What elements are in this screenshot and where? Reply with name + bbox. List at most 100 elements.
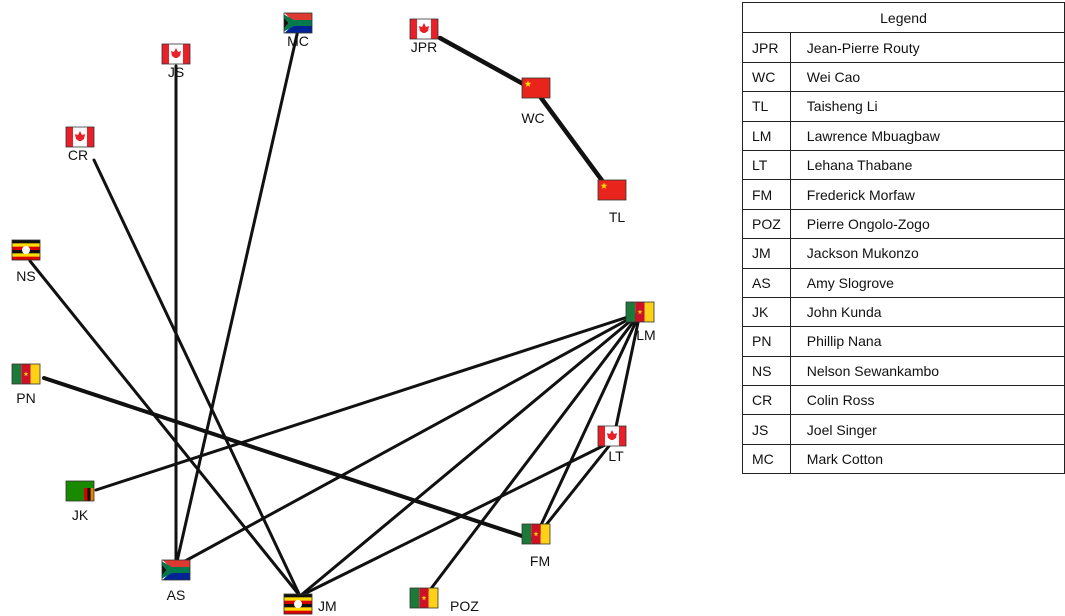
edge-jm-lt	[298, 439, 615, 598]
flag-china-icon	[521, 77, 551, 99]
flag-china-icon	[597, 179, 627, 201]
legend-full-name: Wei Cao	[789, 61, 1065, 93]
flag-canada-icon	[409, 18, 439, 40]
legend-abbreviation: JPR	[742, 32, 791, 63]
legend-row: AS Amy Slogrove	[742, 267, 1065, 298]
node-jm: JM	[283, 593, 337, 615]
node-wc: WC	[521, 77, 551, 126]
node-label: LM	[636, 327, 655, 343]
node-label: POZ	[450, 598, 479, 614]
legend-table: Legend JPR Jean-Pierre Routy WC Wei Cao TL Ta…	[742, 1, 1065, 475]
flag-zambia-icon	[65, 480, 95, 502]
legend-abbreviation: MC	[742, 443, 791, 475]
legend-row: JS Joel Singer	[742, 414, 1065, 445]
node-poz: POZ	[409, 587, 479, 614]
legend-row: NS Nelson Sewankambo	[742, 355, 1065, 387]
node-label: NS	[16, 268, 35, 284]
flag-canada-icon	[161, 43, 191, 65]
legend-full-name: Lawrence Mbuagbaw	[789, 120, 1065, 151]
flag-south-africa-icon	[283, 12, 313, 34]
legend-row: WC Wei Cao	[742, 61, 1065, 93]
flag-canada-icon	[597, 425, 627, 447]
network-edges	[28, 28, 642, 598]
network-nodes: JPR WC TL JS MC CR NS PN JK AS JM POZ FM LT LM	[11, 12, 656, 615]
legend-abbreviation: POZ	[742, 208, 791, 240]
legend-abbreviation: FM	[742, 179, 791, 210]
legend-abbreviation: WC	[742, 61, 791, 93]
legend-row: JK John Kunda	[742, 296, 1065, 328]
legend-row: JM Jackson Mukonzo	[742, 238, 1065, 269]
legend-abbreviation: AS	[742, 267, 791, 298]
legend-row: CR Colin Ross	[742, 385, 1065, 416]
legend-abbreviation: LT	[742, 149, 791, 181]
legend-row: JPR Jean-Pierre Routy	[742, 32, 1065, 63]
legend-abbreviation: LM	[742, 120, 791, 151]
legend-row: POZ Pierre Ongolo-Zogo	[742, 208, 1065, 240]
legend-row: LM Lawrence Mbuagbaw	[742, 120, 1065, 151]
legend-row: MC Mark Cotton	[742, 443, 1065, 475]
legend-full-name: Nelson Sewankambo	[789, 355, 1065, 387]
legend-full-name: John Kunda	[789, 296, 1065, 328]
legend-abbreviation: TL	[742, 91, 791, 122]
legend-full-name: Frederick Morfaw	[789, 179, 1065, 210]
flag-cameroon-icon	[625, 301, 655, 323]
legend-abbreviation: JM	[742, 238, 791, 269]
node-fm: FM	[521, 523, 551, 569]
edge-jk-lm	[94, 311, 642, 492]
edge-lt-lm	[611, 311, 642, 443]
flag-uganda-icon	[11, 239, 41, 261]
legend-rows: JPR Jean-Pierre Routy WC Wei Cao TL Taisheng …	[742, 32, 1065, 475]
node-label: JM	[318, 598, 337, 614]
flag-south-africa-icon	[161, 559, 191, 581]
node-mc: MC	[283, 12, 313, 49]
legend-full-name: Mark Cotton	[789, 443, 1065, 475]
node-label: MC	[287, 33, 309, 49]
legend-full-name: Pierre Ongolo-Zogo	[789, 208, 1065, 240]
node-label: PN	[16, 390, 35, 406]
node-lt: LT	[597, 425, 627, 464]
edge-as-lm	[174, 311, 642, 568]
legend-abbreviation: JS	[742, 414, 791, 445]
node-label: CR	[68, 147, 88, 163]
node-label: LT	[608, 448, 624, 464]
node-label: WC	[521, 110, 544, 126]
node-label: TL	[609, 209, 626, 225]
edge-poz-lm	[428, 311, 642, 592]
node-jk: JK	[65, 480, 95, 523]
legend-abbreviation: NS	[742, 355, 791, 387]
edge-jpr-wc	[437, 35, 539, 94]
edge-wc-tl	[533, 88, 615, 197]
edge-fm-lm	[532, 311, 642, 542]
flag-cameroon-icon	[521, 523, 551, 545]
collaboration-network: JPR WC TL JS MC CR NS PN JK AS JM POZ FM LT LM	[11, 12, 656, 615]
node-lm: LM	[625, 301, 656, 343]
node-label: JS	[168, 64, 184, 80]
legend-full-name: Colin Ross	[789, 385, 1065, 416]
flag-uganda-icon	[283, 593, 313, 615]
edge-cr-jm	[92, 158, 302, 598]
node-ns: NS	[11, 239, 41, 284]
edge-pn-fm	[42, 376, 536, 542]
legend-full-name: Lehana Thabane	[789, 149, 1065, 181]
node-label: FM	[530, 553, 550, 569]
legend-full-name: Taisheng Li	[789, 91, 1065, 122]
edge-jm-lm	[298, 311, 642, 598]
legend-abbreviation: PN	[742, 326, 791, 357]
node-label: JPR	[411, 39, 437, 55]
node-cr: CR	[65, 126, 95, 163]
flag-canada-icon	[65, 126, 95, 148]
node-pn: PN	[11, 363, 41, 406]
legend-row: LT Lehana Thabane	[742, 149, 1065, 181]
legend-full-name: Phillip Nana	[789, 326, 1065, 357]
node-as: AS	[161, 559, 191, 603]
legend-full-name: Amy Slogrove	[789, 267, 1065, 298]
legend-row: FM Frederick Morfaw	[742, 179, 1065, 210]
legend-abbreviation: CR	[742, 385, 791, 416]
flag-cameroon-icon	[409, 587, 439, 609]
legend-full-name: Joel Singer	[789, 414, 1065, 445]
legend-full-name: Jean-Pierre Routy	[789, 32, 1065, 63]
node-tl: TL	[597, 179, 627, 225]
node-jpr: JPR	[409, 18, 439, 55]
node-label: AS	[167, 587, 186, 603]
edge-mc-as	[174, 28, 300, 568]
